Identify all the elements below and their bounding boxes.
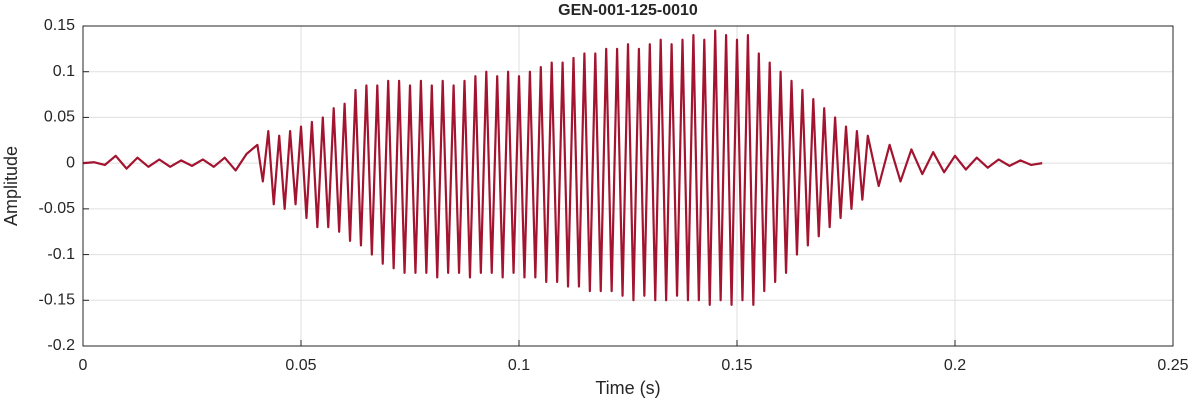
- y-tick-label: 0.1: [53, 63, 75, 80]
- y-tick-label: -0.1: [47, 246, 75, 263]
- x-tick-label: 0.25: [1157, 357, 1188, 374]
- axes-box: [82, 25, 1174, 347]
- y-tick-label: 0.05: [44, 109, 75, 126]
- x-tick-label: 0.05: [285, 357, 316, 374]
- x-tick-label: 0.15: [721, 357, 752, 374]
- x-tick-label: 0.2: [944, 357, 966, 374]
- y-tick-label: -0.2: [47, 337, 75, 354]
- chart-title: GEN-001-125-0010: [558, 2, 698, 19]
- x-tick-label: 0.1: [508, 357, 530, 374]
- y-tick-label: -0.15: [39, 292, 76, 309]
- y-tick-label: -0.05: [39, 200, 76, 217]
- y-axis-label: Amplitude: [1, 146, 21, 226]
- waveform-line: [82, 29, 1043, 306]
- y-tick-label: 0: [66, 154, 75, 171]
- x-tick-label: 0: [79, 357, 88, 374]
- x-axis-label: Time (s): [595, 378, 660, 398]
- y-tick-label: 0.15: [44, 17, 75, 34]
